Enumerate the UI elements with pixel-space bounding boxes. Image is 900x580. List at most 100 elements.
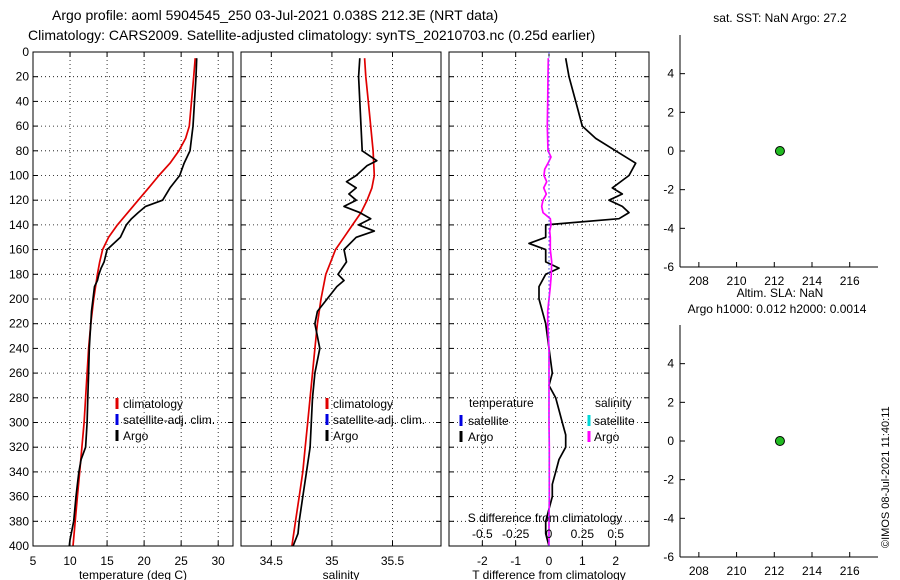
depth-tick-label: 160 bbox=[9, 243, 29, 257]
x-axis-label: salinity bbox=[323, 568, 360, 580]
depth-tick-label: 100 bbox=[9, 169, 29, 183]
legend-label: climatology bbox=[333, 397, 393, 411]
depth-tick-label: 360 bbox=[9, 490, 29, 504]
series-line-t-difference-argo- bbox=[528, 58, 637, 547]
legend-label: climatology bbox=[123, 397, 183, 411]
salinity-tick-label: 0.25 bbox=[571, 527, 595, 541]
panel-sst: sat. SST: NaN Argo: 27.2 -6 -4 -2 0 2 4 208 210 2… bbox=[663, 11, 878, 288]
x-tick-label: 0 bbox=[546, 554, 553, 568]
depth-tick-label: 120 bbox=[9, 193, 29, 207]
y-tick-label: 4 bbox=[667, 67, 674, 81]
panel-difference: -2 -1 0 1 2T difference from climatology S di… bbox=[448, 51, 650, 580]
data-point bbox=[774, 436, 785, 446]
series-line-argo bbox=[292, 58, 378, 547]
x-tick-label: 20 bbox=[137, 554, 151, 568]
y-tick-label: -4 bbox=[663, 221, 674, 235]
legend-label: satellite bbox=[594, 414, 635, 428]
legend-label: satellite bbox=[468, 414, 509, 428]
depth-tick-label: 240 bbox=[9, 341, 29, 355]
x-tick-label: 214 bbox=[802, 564, 822, 578]
depth-tick-label: 80 bbox=[16, 144, 30, 158]
legend-label: Argo bbox=[594, 430, 620, 444]
depth-tick-label: 400 bbox=[9, 539, 29, 553]
plot-area: 5 10 15 20 25 3002040608010012014016018020022… bbox=[9, 11, 878, 580]
y-tick-label: 4 bbox=[667, 357, 674, 371]
depth-tick-label: 60 bbox=[16, 119, 30, 133]
legend-title: salinity bbox=[595, 396, 632, 410]
panel-title: sat. SST: NaN Argo: 27.2 bbox=[713, 11, 847, 25]
salinity-axis-label: S difference from climatology bbox=[468, 511, 623, 525]
depth-tick-label: 260 bbox=[9, 366, 29, 380]
depth-tick-label: 300 bbox=[9, 416, 29, 430]
depth-tick-label: 180 bbox=[9, 267, 29, 281]
series-line-argo bbox=[68, 58, 198, 547]
y-tick-label: 2 bbox=[667, 105, 674, 119]
y-tick-label: -6 bbox=[663, 550, 674, 564]
x-tick-label: 208 bbox=[689, 274, 709, 288]
x-tick-label: 210 bbox=[727, 564, 747, 578]
y-tick-label: -4 bbox=[663, 511, 674, 525]
legend-label: satellite-adj. clim. bbox=[123, 413, 215, 427]
x-tick-label: 2 bbox=[612, 554, 619, 568]
series-line-climatology bbox=[291, 58, 376, 547]
figure-title-line-1: Argo profile: aoml 5904545_250 03-Jul-20… bbox=[52, 7, 498, 23]
legend-label: Argo bbox=[333, 429, 359, 443]
x-tick-label: 208 bbox=[689, 564, 709, 578]
y-tick-label: 2 bbox=[667, 395, 674, 409]
depth-tick-label: 0 bbox=[22, 45, 29, 59]
x-tick-label: 216 bbox=[840, 564, 860, 578]
panel-title: Altim. SLA: NaN bbox=[737, 286, 824, 300]
x-tick-label: 15 bbox=[100, 554, 114, 568]
axes-frame bbox=[32, 51, 234, 547]
x-tick-label: 210 bbox=[727, 274, 747, 288]
imos-timestamp: ©IMOS 08-Jul-2021 11:40:11 bbox=[880, 406, 892, 548]
depth-tick-label: 320 bbox=[9, 440, 29, 454]
x-tick-label: 35 bbox=[325, 554, 339, 568]
depth-tick-label: 140 bbox=[9, 218, 29, 232]
depth-tick-label: 200 bbox=[9, 292, 29, 306]
y-tick-label: -6 bbox=[663, 260, 674, 274]
x-tick-label: 10 bbox=[63, 554, 77, 568]
x-tick-label: 1 bbox=[579, 554, 586, 568]
legend-title: temperature bbox=[469, 396, 534, 410]
data-point bbox=[774, 146, 785, 156]
figure-title-line-2: Climatology: CARS2009. Satellite-adjuste… bbox=[28, 27, 595, 43]
x-tick-label: 34.5 bbox=[260, 554, 284, 568]
x-tick-label: 5 bbox=[30, 554, 37, 568]
legend-label: satellite-adj. clim. bbox=[333, 413, 425, 427]
salinity-tick-label: -0.5 bbox=[472, 527, 493, 541]
x-tick-label: 25 bbox=[174, 554, 188, 568]
salinity-tick-label: 0.5 bbox=[607, 527, 624, 541]
salinity-tick-label: -0.25 bbox=[502, 527, 530, 541]
x-tick-label: 212 bbox=[764, 564, 784, 578]
legend-label: Argo bbox=[468, 430, 494, 444]
series-line-s-difference-argo- bbox=[540, 58, 553, 546]
y-tick-label: -2 bbox=[663, 183, 674, 197]
depth-tick-label: 20 bbox=[16, 70, 30, 84]
panel-salinity: 34.5 35 35.5 salinity climatology satellite-a… bbox=[240, 51, 442, 580]
depth-tick-label: 380 bbox=[9, 514, 29, 528]
series-line-climatology bbox=[72, 58, 197, 547]
x-tick-label: 212 bbox=[764, 274, 784, 288]
salinity-tick-label: 0 bbox=[546, 527, 553, 541]
x-tick-label: 30 bbox=[212, 554, 226, 568]
x-tick-label: 35.5 bbox=[381, 554, 405, 568]
y-tick-label: -2 bbox=[663, 473, 674, 487]
x-axis-label: T difference from climatology bbox=[472, 568, 626, 580]
x-tick-label: -2 bbox=[477, 554, 488, 568]
legend-label: Argo bbox=[123, 429, 149, 443]
y-tick-label: 0 bbox=[667, 434, 674, 448]
x-tick-label: 216 bbox=[840, 274, 860, 288]
panel-temperature: 5 10 15 20 25 3002040608010012014016018020022… bbox=[9, 45, 234, 580]
y-tick-label: 0 bbox=[667, 144, 674, 158]
depth-tick-label: 40 bbox=[16, 94, 30, 108]
x-axis-label: temperature (deg C) bbox=[79, 568, 187, 580]
depth-tick-label: 340 bbox=[9, 465, 29, 479]
axes-frame bbox=[240, 51, 442, 547]
x-tick-label: 214 bbox=[802, 274, 822, 288]
depth-tick-label: 280 bbox=[9, 391, 29, 405]
panel-sla: Altim. SLA: NaN Argo h1000: 0.012 h2000: … bbox=[663, 286, 878, 578]
panel-subtitle: Argo h1000: 0.012 h2000: 0.0014 bbox=[688, 302, 867, 316]
depth-tick-label: 220 bbox=[9, 317, 29, 331]
